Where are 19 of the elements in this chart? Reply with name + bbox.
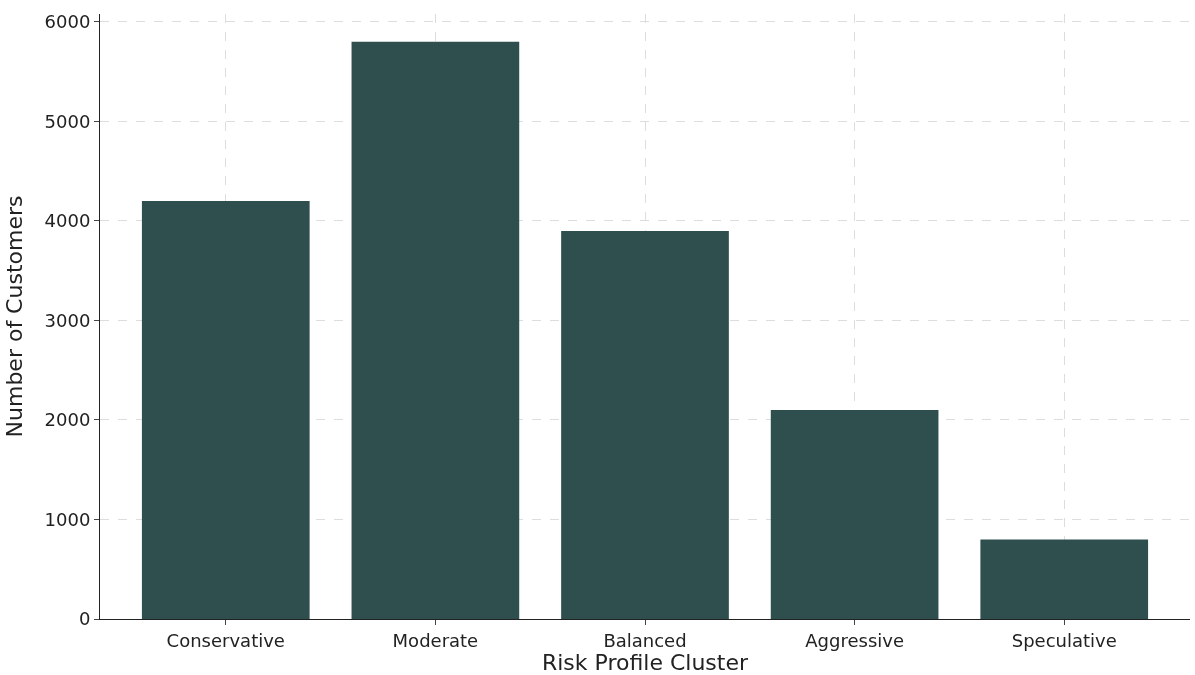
y-tick-label: 1000 [44,508,91,530]
y-tick-label: 4000 [44,210,91,232]
x-tick-label: Conservative [166,629,285,651]
x-tick-label: Aggressive [805,629,904,651]
x-tick-label: Speculative [1011,629,1117,651]
y-tick-label: 6000 [44,11,91,33]
bar [980,539,1149,619]
y-tick-label: 2000 [44,409,91,431]
y-axis-title: Number of Customers [2,195,28,438]
bar [351,41,520,619]
y-tick-label: 5000 [44,110,91,132]
bar [770,410,939,619]
y-tick-label: 3000 [44,309,91,331]
bar [141,201,310,619]
x-tick-label: Moderate [392,629,479,651]
y-tick-label: 0 [78,608,91,630]
bar [561,230,729,619]
x-axis-title: Risk Profile Cluster [541,650,749,675]
x-tick-label: Balanced [603,629,687,651]
